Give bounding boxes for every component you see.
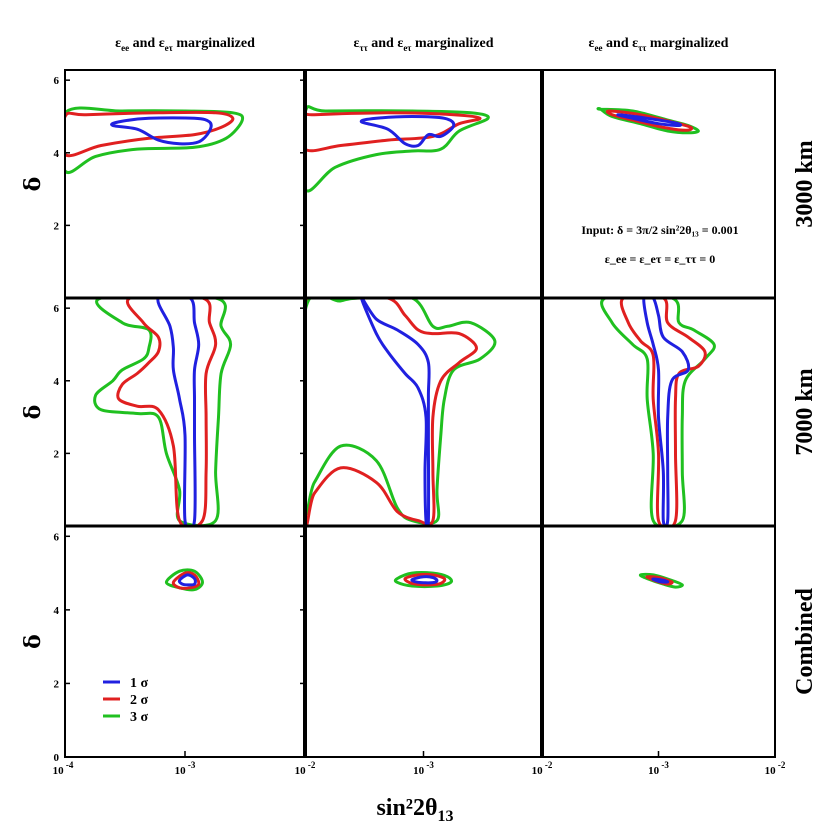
- x-axis-label-group: sin²2θ13: [376, 795, 453, 825]
- panel-r1-c2: [304, 69, 543, 299]
- annotation-line-1: Input: δ = 3π/2 sin²2θ₁₃ = 0.001: [581, 223, 738, 237]
- contour-2sigma: [305, 298, 478, 526]
- panel-r1-c1: [64, 69, 306, 299]
- column-titles: εee and εeτ marginalized εττ and εeτ marg…: [115, 36, 729, 53]
- contour-1sigma: [110, 116, 213, 146]
- x-tick-label: 10 -3: [413, 760, 434, 777]
- contour-1sigma: [177, 573, 197, 587]
- contour-1sigma: [651, 577, 670, 584]
- legend-label: 3 σ: [130, 710, 149, 725]
- y-tick: 2: [54, 220, 305, 232]
- contour-1sigma: [360, 298, 431, 526]
- contour-3sigma: [93, 298, 233, 526]
- y-tick-label: 2: [54, 448, 60, 460]
- y-tick: 4: [54, 605, 305, 617]
- y-tick-label: 0: [54, 752, 60, 764]
- y-tick-label: 6: [54, 531, 60, 543]
- row-label-1: 3000 km: [792, 140, 818, 227]
- y-tick-label: 2: [54, 678, 60, 690]
- contour-2sigma: [605, 109, 694, 132]
- column-title-3: εee and εττ marginalized: [589, 36, 729, 53]
- contour-1sigma: [616, 113, 683, 128]
- panel-r3-c2: [304, 525, 543, 758]
- x-ticks: 10 -4 10 -3 10 -2 10 -3 10 -2 10 -3 10 -2: [53, 751, 786, 777]
- panel-r3-c1: [64, 525, 306, 758]
- y-axis-labels: δ δ δ: [20, 177, 46, 649]
- y-tick: 2: [54, 448, 305, 460]
- row-label-2: 7000 km: [792, 368, 818, 455]
- x-tick: 10 -4: [53, 751, 74, 777]
- column-title-1: εee and εeτ marginalized: [115, 36, 255, 53]
- contour-2sigma: [65, 110, 235, 158]
- annotation-line-2: ε_ee = ε_eτ = ε_ττ = 0: [605, 252, 715, 266]
- y-axis-label: δ: [20, 405, 46, 420]
- y-tick-label: 4: [54, 148, 60, 160]
- contour-2sigma: [619, 298, 707, 526]
- x-tick-label: 10 -4: [53, 760, 74, 777]
- y-tick-label: 6: [54, 303, 60, 315]
- y-tick: 0: [54, 752, 305, 764]
- y-tick: 2: [54, 678, 305, 690]
- x-tick: 10 -2: [532, 751, 553, 777]
- panel-r3-c3: [541, 525, 776, 758]
- contour-2sigma: [116, 298, 218, 526]
- annotation: Input: δ = 3π/2 sin²2θ₁₃ = 0.001 ε_ee = ε…: [581, 223, 738, 266]
- y-tick: 4: [54, 148, 305, 160]
- panel-frame: [64, 69, 306, 299]
- contour-2sigma: [403, 572, 447, 587]
- contour-1sigma: [642, 298, 691, 526]
- panel-frame: [64, 525, 306, 758]
- legend-item-1: 1 σ: [103, 676, 149, 691]
- contour-2sigma: [305, 111, 482, 153]
- y-axis-label: δ: [20, 634, 46, 649]
- contour-1sigma: [410, 575, 439, 585]
- contour-3sigma: [65, 106, 245, 175]
- y-tick: 6: [54, 303, 305, 315]
- y-tick-label: 4: [54, 376, 60, 388]
- x-tick-label: 10 -3: [648, 760, 669, 777]
- panel-r2-c1: [64, 297, 306, 527]
- y-tick: 6: [54, 75, 305, 87]
- contour-3sigma: [393, 571, 453, 588]
- legend: 1 σ 2 σ 3 σ: [103, 676, 149, 725]
- contour-3sigma: [305, 105, 490, 193]
- contour-2sigma: [645, 575, 674, 586]
- legend-label: 2 σ: [130, 693, 149, 708]
- y-tick-label: 6: [54, 75, 60, 87]
- column-title-2: εττ and εeτ marginalized: [353, 36, 493, 53]
- legend-item-2: 2 σ: [103, 693, 149, 708]
- contour-3sigma: [305, 298, 497, 525]
- x-tick-label: 10 -2: [532, 760, 553, 777]
- y-axis-label: δ: [20, 177, 46, 192]
- x-tick-label: 10 -2: [765, 760, 786, 777]
- panel-frame: [304, 525, 543, 758]
- contour-1sigma: [359, 115, 456, 148]
- panels: [64, 69, 776, 758]
- x-tick-label: 10 -2: [295, 760, 316, 777]
- contour-3sigma: [600, 298, 716, 526]
- x-axis-label: sin²2θ13: [376, 795, 453, 825]
- y-tick: 4: [54, 376, 305, 388]
- panel-r2-c3: [541, 297, 776, 527]
- legend-item-3: 3 σ: [103, 710, 149, 725]
- y-ticks: 2 4 6 2 4 6 0 2 4 6: [54, 75, 305, 764]
- x-tick: 10 -3: [648, 751, 669, 777]
- contour-2sigma: [171, 571, 201, 590]
- panel-frame: [304, 69, 543, 299]
- x-tick: 10 -3: [413, 751, 434, 777]
- y-tick: 6: [54, 531, 305, 543]
- y-tick-label: 4: [54, 605, 60, 617]
- x-tick: 10 -2: [765, 751, 786, 777]
- panel-r2-c2: [304, 297, 543, 527]
- x-tick: 10 -3: [175, 751, 196, 777]
- y-tick-label: 2: [54, 220, 60, 232]
- contour-1sigma: [156, 298, 201, 526]
- x-tick: 10 -2: [295, 751, 316, 777]
- row-labels: 3000 km 7000 km Combined: [792, 140, 818, 695]
- panel-frame: [541, 525, 776, 758]
- legend-label: 1 σ: [130, 676, 149, 691]
- x-tick-label: 10 -3: [175, 760, 196, 777]
- row-label-3: Combined: [792, 588, 818, 695]
